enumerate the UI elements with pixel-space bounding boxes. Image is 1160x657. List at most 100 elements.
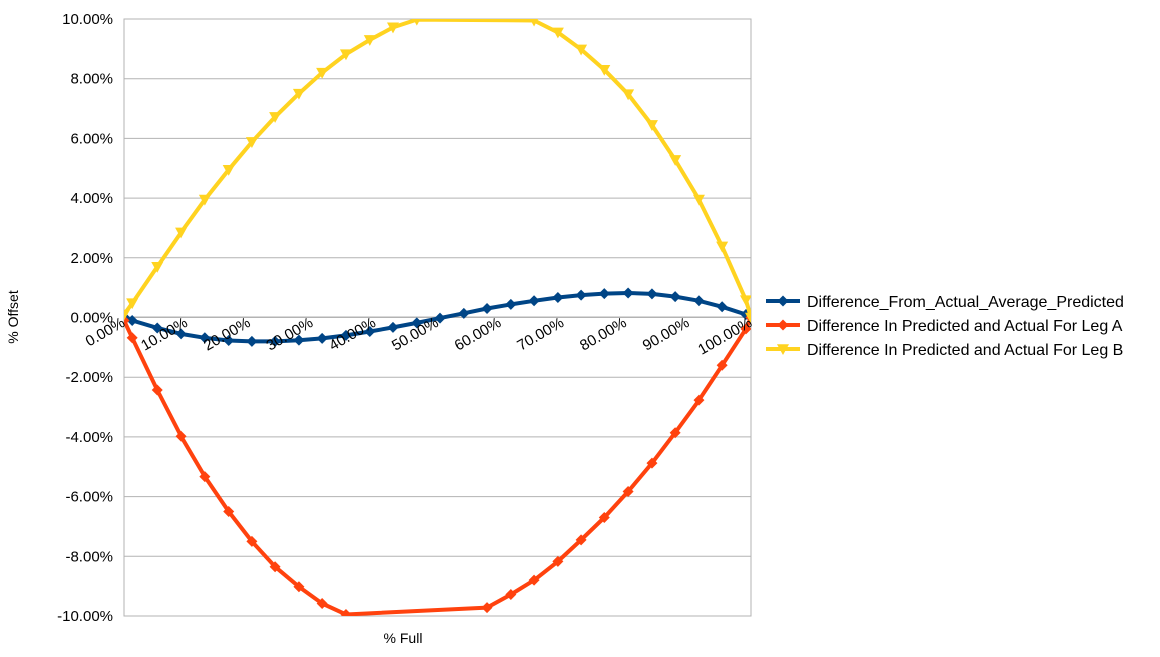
legend-item: Difference_From_Actual_Average_Predicted bbox=[766, 294, 1124, 311]
y-tick-label: 0.00% bbox=[70, 310, 113, 327]
data-point bbox=[622, 287, 634, 299]
y-tick-labels: -10.00% -8.00% -6.00% -4.00% -2.00% 0.00% 2.00… bbox=[57, 11, 113, 625]
series-layer bbox=[124, 19, 751, 616]
data-point bbox=[692, 194, 705, 206]
data-point bbox=[552, 555, 564, 567]
data-point bbox=[198, 194, 211, 206]
data-point bbox=[175, 328, 187, 340]
data-point bbox=[575, 289, 587, 301]
y-tick-label: 8.00% bbox=[70, 71, 113, 88]
data-point bbox=[363, 35, 376, 46]
y-tick-label: -6.00% bbox=[65, 489, 113, 506]
legend-marker bbox=[777, 319, 789, 331]
y-tick-label: -10.00% bbox=[57, 608, 113, 625]
data-point bbox=[316, 597, 328, 609]
data-point bbox=[269, 561, 281, 573]
data-point bbox=[387, 321, 399, 333]
x-tick-label: 100.00% bbox=[695, 314, 755, 358]
legend-marker bbox=[777, 295, 789, 307]
y-tick-label: 6.00% bbox=[70, 130, 113, 147]
data-point bbox=[340, 609, 352, 616]
data-point bbox=[739, 295, 751, 307]
legend-label: Difference_From_Actual_Average_Predicted bbox=[807, 294, 1124, 311]
data-point bbox=[458, 307, 470, 319]
data-point bbox=[575, 44, 588, 56]
data-point bbox=[269, 335, 281, 347]
data-point bbox=[316, 332, 328, 344]
data-point bbox=[622, 486, 634, 498]
legend-label: Difference In Predicted and Actual For L… bbox=[807, 318, 1123, 335]
data-point bbox=[622, 89, 635, 101]
data-point bbox=[505, 298, 517, 310]
data-point bbox=[669, 427, 681, 439]
data-point bbox=[126, 332, 138, 344]
data-point bbox=[716, 301, 728, 313]
data-point bbox=[598, 64, 611, 76]
x-tick-label: 90.00% bbox=[640, 314, 693, 354]
legend: Difference_From_Actual_Average_Predicted… bbox=[766, 294, 1124, 359]
y-tick-label: 4.00% bbox=[70, 190, 113, 207]
x-tick-label: 30.00% bbox=[264, 314, 317, 354]
data-point bbox=[223, 334, 235, 346]
data-point bbox=[151, 384, 163, 396]
data-point bbox=[293, 581, 305, 593]
data-point bbox=[340, 329, 352, 341]
data-point bbox=[246, 535, 258, 547]
data-point bbox=[316, 67, 329, 79]
data-point bbox=[245, 137, 258, 148]
data-point bbox=[646, 288, 658, 300]
y-tick-label: -4.00% bbox=[65, 429, 113, 446]
data-point bbox=[175, 227, 188, 239]
data-point bbox=[292, 88, 305, 100]
y-tick-label: 2.00% bbox=[70, 250, 113, 267]
data-point bbox=[598, 288, 610, 300]
y-tick-label: -2.00% bbox=[65, 369, 113, 386]
data-point bbox=[434, 312, 446, 324]
data-point bbox=[551, 27, 564, 39]
data-point bbox=[386, 22, 399, 34]
y-tick-label: -8.00% bbox=[65, 548, 113, 565]
data-point bbox=[505, 589, 517, 601]
data-point bbox=[411, 317, 423, 329]
data-point bbox=[716, 241, 729, 253]
legend-label: Difference In Predicted and Actual For L… bbox=[807, 342, 1123, 359]
data-point bbox=[645, 120, 658, 131]
legend-item: Difference In Predicted and Actual For L… bbox=[766, 342, 1123, 359]
series-line bbox=[124, 316, 751, 616]
data-point bbox=[126, 314, 138, 326]
data-point bbox=[269, 112, 282, 123]
series-line bbox=[124, 19, 751, 319]
data-point bbox=[552, 292, 564, 304]
data-point bbox=[575, 534, 587, 546]
data-point bbox=[481, 303, 493, 315]
x-tick-label: 80.00% bbox=[577, 314, 630, 354]
x-tick-label: 20.00% bbox=[201, 314, 254, 354]
data-point bbox=[151, 322, 163, 334]
y-axis-title: % Offset bbox=[5, 290, 21, 344]
data-point bbox=[481, 602, 493, 614]
data-point bbox=[151, 261, 164, 273]
data-point bbox=[740, 323, 751, 335]
data-point bbox=[199, 332, 211, 344]
data-point bbox=[745, 312, 751, 324]
data-point bbox=[175, 430, 187, 442]
x-tick-label: 70.00% bbox=[514, 314, 567, 354]
x-axis-title: % Full bbox=[384, 630, 423, 646]
series-3 bbox=[124, 19, 751, 324]
data-point bbox=[199, 471, 211, 483]
data-point bbox=[223, 506, 235, 518]
data-point bbox=[124, 309, 130, 321]
data-point bbox=[364, 326, 376, 338]
x-tick-label: 60.00% bbox=[452, 314, 505, 354]
legend-item: Difference In Predicted and Actual For L… bbox=[766, 318, 1123, 335]
data-point bbox=[413, 19, 421, 26]
data-point bbox=[693, 394, 705, 406]
data-point bbox=[693, 295, 705, 307]
data-point bbox=[293, 334, 305, 346]
data-point bbox=[716, 359, 728, 371]
data-point bbox=[598, 511, 610, 523]
data-point bbox=[646, 457, 658, 469]
data-point bbox=[669, 291, 681, 303]
